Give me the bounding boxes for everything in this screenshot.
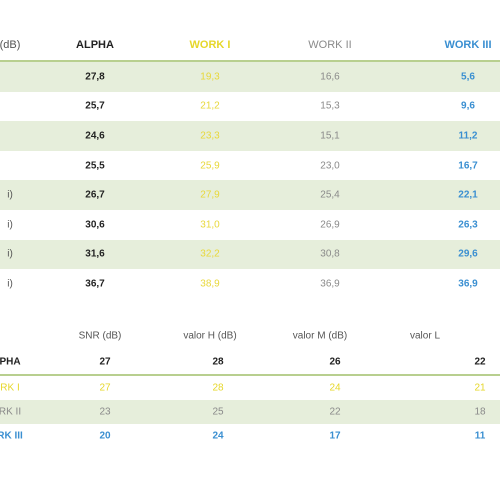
work-2-value: 36,9 [320, 278, 340, 290]
alpha-value: 26,7 [85, 189, 105, 201]
table-row: i) 30,6 31,0 26,9 26,3 [0, 210, 500, 240]
work-3-value: 11,2 [458, 130, 478, 142]
row-label: i) [7, 248, 13, 260]
table-row: 27,8 19,3 16,6 5,6 [0, 62, 500, 92]
work-2-value: 23,0 [320, 160, 340, 172]
table-row: 25,7 21,2 15,3 9,6 [0, 92, 500, 122]
valor-h-value: 25 [212, 406, 224, 418]
work-3-value: 9,6 [461, 100, 475, 112]
table-row: 24,6 23,3 15,1 11,2 [0, 121, 500, 151]
valor-l-value: 18 [474, 406, 486, 418]
valor-m-value: 26 [329, 356, 341, 368]
work-2-value: 16,6 [320, 71, 340, 83]
alpha-value: 27,8 [85, 71, 105, 83]
header-valor-m: valor M (dB) [292, 330, 348, 342]
work-2-value: 15,3 [320, 100, 340, 112]
work-3-value: 5,6 [461, 71, 475, 83]
header-valor-l: valor L [409, 330, 441, 342]
work-1-value: 38,9 [200, 278, 220, 290]
work-1-value: 31,0 [200, 219, 220, 231]
header-work-2: WORK II [308, 39, 352, 51]
row-label: RK II [0, 406, 22, 418]
table-row: i) 36,7 38,9 36,9 36,9 [0, 269, 500, 299]
attenuation-table-header: (dB) ALPHA WORK I WORK II WORK III [0, 30, 500, 62]
row-label: i) [7, 219, 13, 231]
alpha-value: 36,7 [85, 278, 105, 290]
row-label: RK III [0, 430, 23, 442]
valor-h-value: 24 [212, 430, 224, 442]
row-label: i) [7, 189, 13, 201]
table-row-work-1: RK I 27 28 24 21 [0, 376, 500, 400]
work-3-value: 26,3 [458, 219, 478, 231]
row-label: PHA [0, 356, 21, 368]
alpha-value: 31,6 [85, 248, 105, 260]
work-2-value: 30,8 [320, 248, 340, 260]
header-col-0: (dB) [0, 39, 21, 51]
work-2-value: 25,4 [320, 189, 340, 201]
table-row-work-3: RK III 20 24 17 11 [0, 424, 500, 448]
valor-m-value: 22 [329, 406, 341, 418]
work-3-value: 36,9 [458, 278, 478, 290]
valor-h-value: 28 [212, 356, 224, 368]
valor-h-value: 28 [212, 382, 224, 394]
work-1-value: 21,2 [200, 100, 220, 112]
valor-l-value: 22 [474, 356, 486, 368]
valor-l-value: 21 [474, 382, 486, 394]
snr-value: 20 [99, 430, 111, 442]
alpha-value: 25,5 [85, 160, 105, 172]
header-alpha: ALPHA [76, 39, 114, 51]
row-label: i) [7, 278, 13, 290]
snr-table: SNR (dB) valor H (dB) valor M (dB) valor… [0, 322, 500, 448]
valor-m-value: 24 [329, 382, 341, 394]
snr-table-header: SNR (dB) valor H (dB) valor M (dB) valor… [0, 322, 500, 350]
snr-value: 27 [99, 382, 111, 394]
work-1-value: 32,2 [200, 248, 220, 260]
attenuation-table: (dB) ALPHA WORK I WORK II WORK III 27,8 … [0, 30, 500, 299]
alpha-value: 24,6 [85, 130, 105, 142]
work-1-value: 23,3 [200, 130, 220, 142]
header-valor-h: valor H (dB) [183, 330, 237, 342]
table-row: 25,5 25,9 23,0 16,7 [0, 151, 500, 181]
valor-l-value: 11 [474, 430, 486, 442]
work-3-value: 22,1 [458, 189, 478, 201]
header-snr: SNR (dB) [78, 330, 122, 342]
row-label: RK I [0, 382, 20, 394]
work-3-value: 29,6 [458, 248, 478, 260]
work-3-value: 16,7 [458, 160, 478, 172]
valor-m-value: 17 [329, 430, 341, 442]
alpha-value: 30,6 [85, 219, 105, 231]
work-1-value: 19,3 [200, 71, 220, 83]
table-row: i) 26,7 27,9 25,4 22,1 [0, 180, 500, 210]
table-row: i) 31,6 32,2 30,8 29,6 [0, 239, 500, 270]
work-2-value: 26,9 [320, 219, 340, 231]
work-1-value: 27,9 [200, 189, 220, 201]
work-2-value: 15,1 [320, 130, 340, 142]
alpha-value: 25,7 [85, 100, 105, 112]
header-work-1: WORK I [189, 39, 231, 51]
header-work-3: WORK III [444, 39, 492, 51]
work-1-value: 25,9 [200, 160, 220, 172]
table-row-alpha: PHA 27 28 26 22 [0, 350, 500, 376]
snr-value: 27 [99, 356, 111, 368]
snr-value: 23 [99, 406, 111, 418]
table-row-work-2: RK II 23 25 22 18 [0, 400, 500, 424]
